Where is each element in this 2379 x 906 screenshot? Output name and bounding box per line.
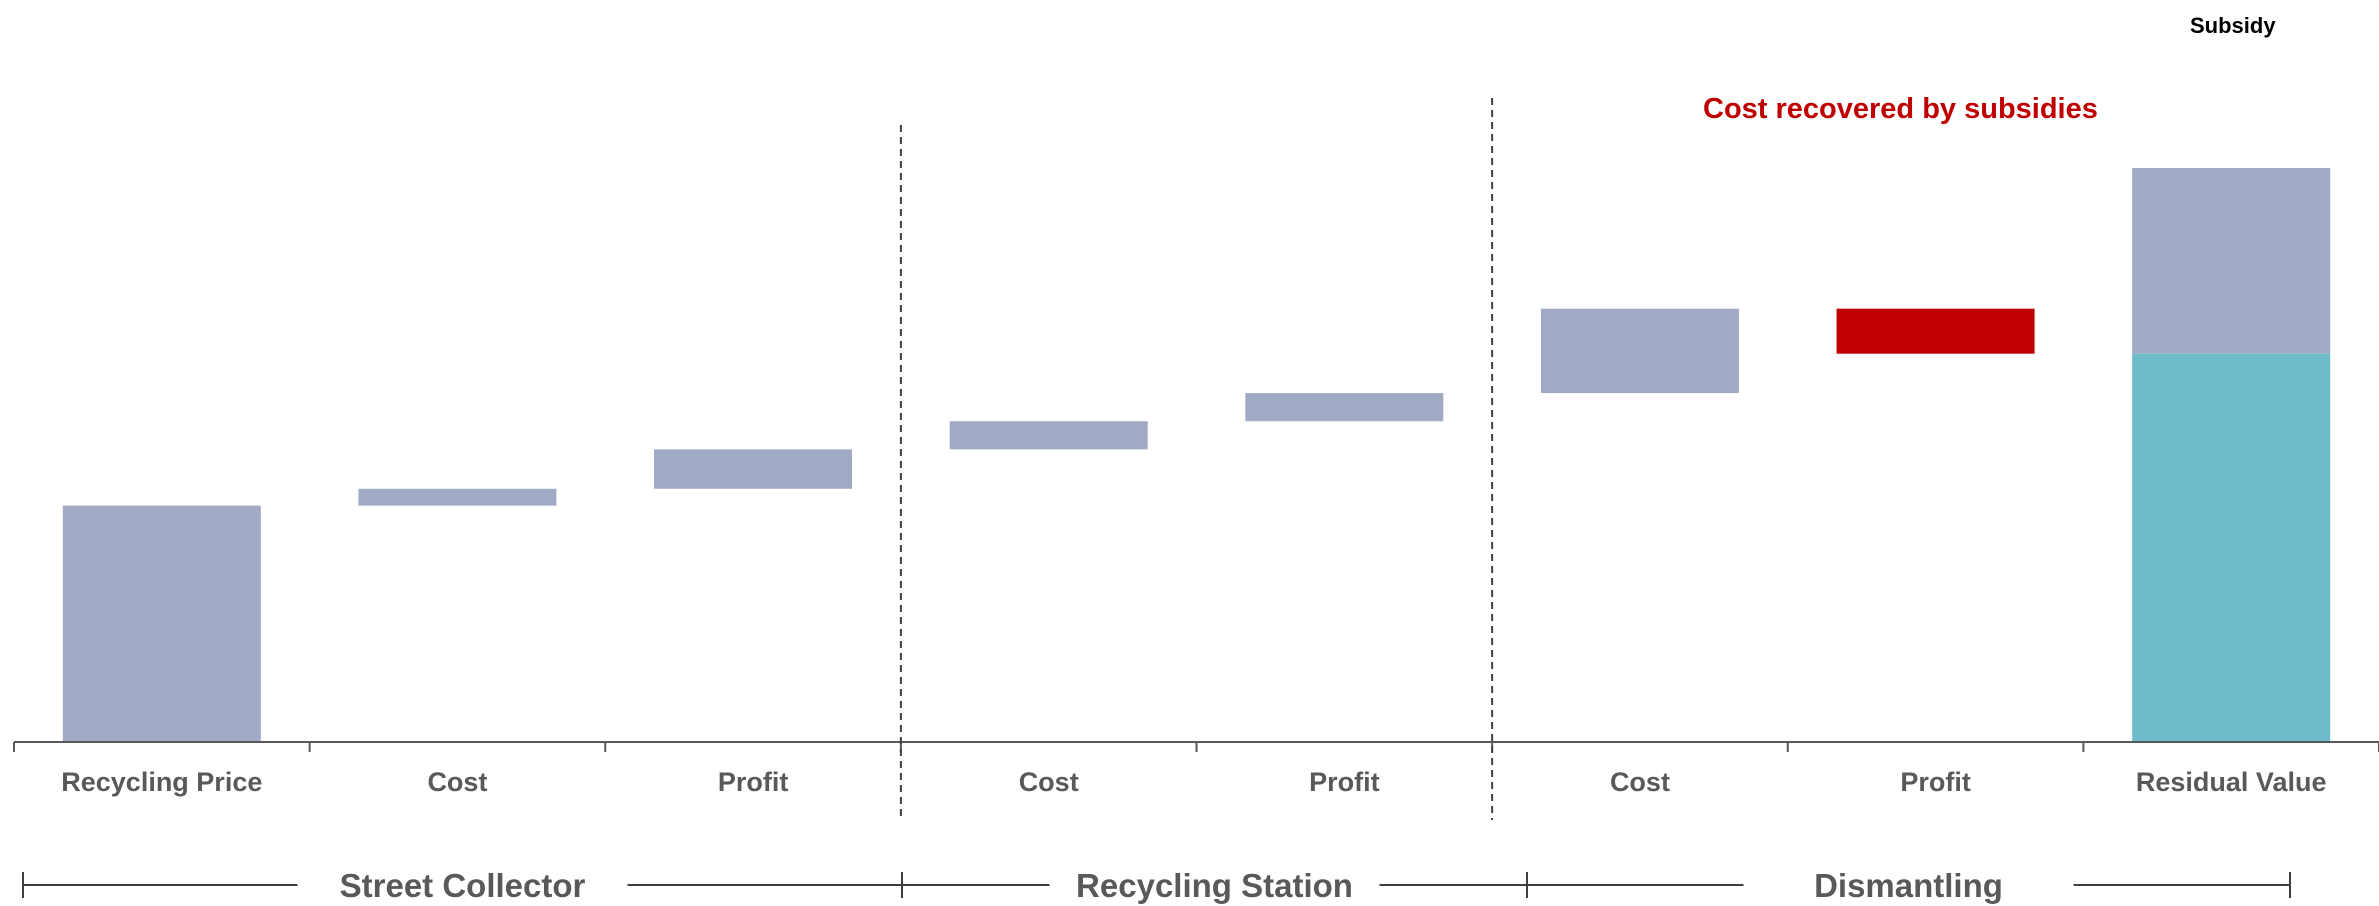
bars-layer	[62, 168, 2331, 742]
bar-2	[654, 449, 853, 489]
bar-0	[62, 505, 261, 742]
x-tick-label: Profit	[1309, 767, 1380, 797]
x-tick-label: Residual Value	[2136, 767, 2327, 797]
bar-7-segment-1	[2132, 168, 2331, 354]
x-tick-label: Cost	[427, 767, 487, 797]
x-tick-label: Recycling Price	[61, 767, 262, 797]
section-dividers	[899, 98, 1494, 820]
bar-3	[949, 421, 1148, 450]
x-tick-label: Cost	[1610, 767, 1670, 797]
group-label: Recycling Station	[1076, 867, 1353, 904]
legend-subsidy-label: Subsidy	[2190, 13, 2276, 38]
annotation-cost-recovered: Cost recovered by subsidies	[1703, 93, 2098, 125]
bar-7-segment-0	[2132, 353, 2331, 742]
group-label: Street Collector	[340, 867, 586, 904]
bar-4	[1245, 393, 1444, 422]
x-tick-label: Profit	[1900, 767, 1971, 797]
x-tick-label: Profit	[718, 767, 789, 797]
bar-5	[1540, 308, 1739, 394]
x-tick-label: Cost	[1019, 767, 1079, 797]
bar-6	[1836, 308, 2035, 354]
x-ticks	[13, 742, 2379, 752]
group-brackets: Street Collector Recycling Station Dismant…	[22, 867, 2291, 904]
group-label: Dismantling	[1814, 867, 2003, 904]
bar-1	[358, 488, 557, 506]
x-tick-labels: Recycling Price Cost Profit Cost Profit Cost P…	[61, 767, 2326, 797]
